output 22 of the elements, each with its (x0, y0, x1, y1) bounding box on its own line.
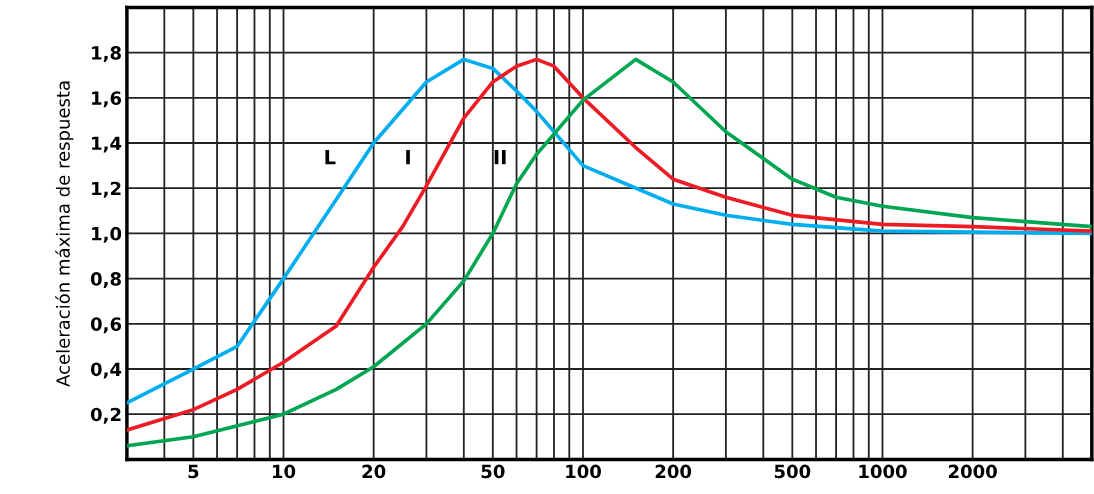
x-tick-label: 50 (481, 464, 505, 479)
y-tick-label: 0,4 (90, 362, 122, 379)
y-axis-title: Aceleración máxima de respuesta (55, 81, 74, 387)
series-label: I (406, 150, 410, 165)
x-tick-label: 1000 (859, 464, 907, 479)
y-tick-label: 1,6 (92, 91, 122, 108)
x-tick-label: 200 (655, 464, 692, 479)
x-tick-label: 500 (774, 464, 811, 479)
x-tick-label: 20 (362, 464, 386, 479)
y-tick-label: 1,0 (92, 226, 122, 243)
y-tick-label: 0,2 (90, 407, 121, 424)
y-tick-label: 0,6 (90, 317, 122, 334)
x-tick-label: 2000 (948, 464, 997, 479)
y-tick-label: 1,4 (92, 136, 122, 153)
series-label: L (325, 150, 336, 165)
x-tick-label: 5 (188, 464, 199, 479)
x-tick-label: 10 (272, 464, 296, 479)
y-tick-label: 0,8 (90, 272, 121, 289)
y-tick-label: 1,2 (92, 181, 121, 198)
y-tick-label: 1,8 (92, 46, 121, 63)
x-tick-label: 100 (566, 464, 601, 479)
series-label: II (494, 150, 506, 165)
